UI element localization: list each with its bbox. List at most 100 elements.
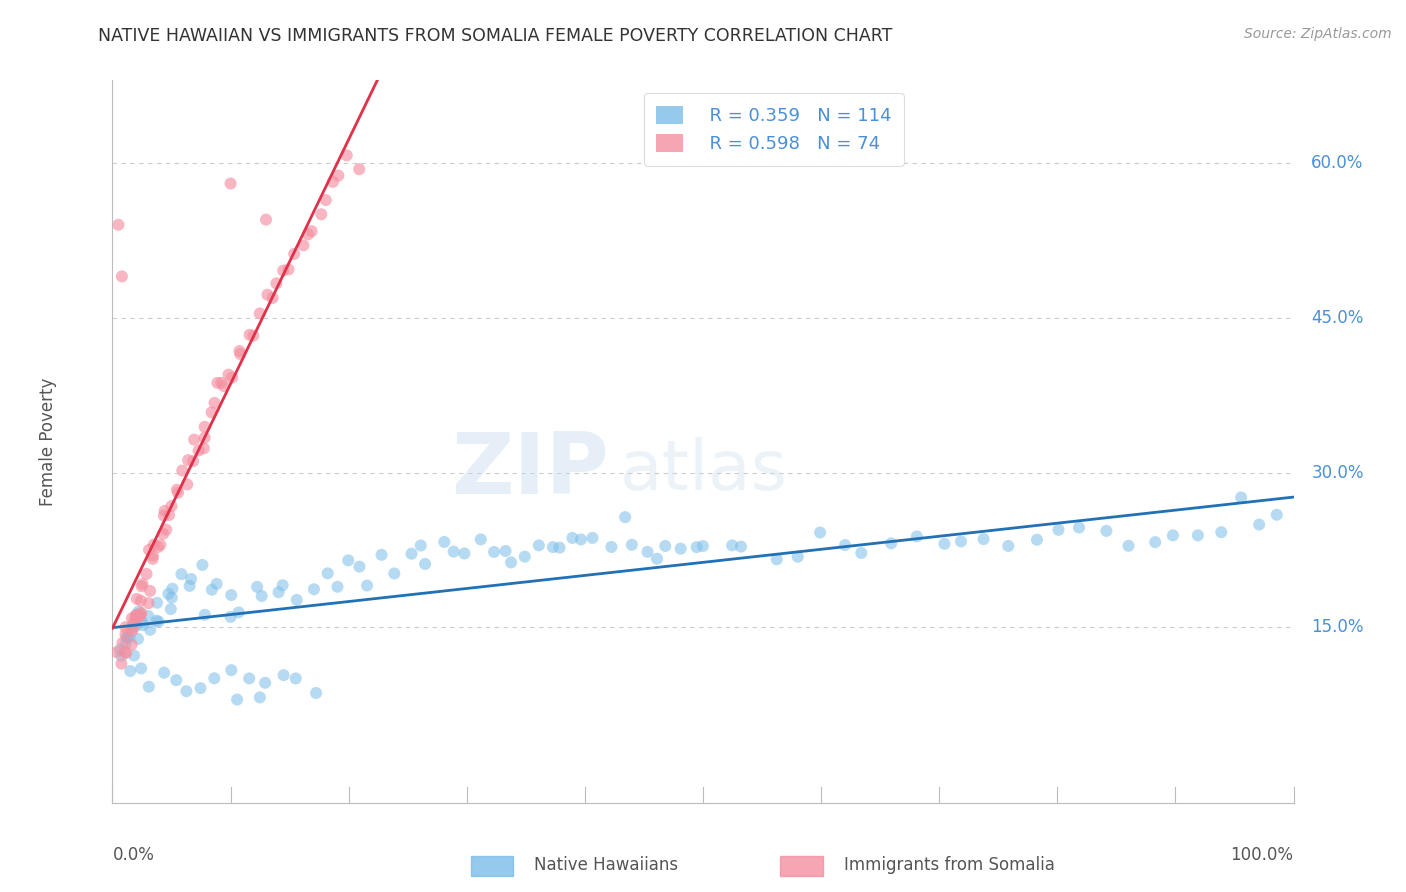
Point	[115, 631, 138, 645]
Point	[153, 508, 176, 523]
Point	[239, 327, 262, 342]
Point	[125, 608, 148, 623]
Point	[218, 368, 240, 382]
Point	[1230, 491, 1253, 505]
Point	[194, 607, 217, 622]
Point	[685, 540, 707, 554]
Point	[138, 543, 160, 558]
Point	[527, 538, 550, 552]
Point	[176, 684, 198, 698]
Point	[226, 692, 249, 706]
Point	[129, 593, 152, 607]
Point	[246, 580, 269, 594]
Point	[808, 525, 831, 540]
Point	[219, 610, 242, 624]
Point	[201, 582, 224, 597]
Legend:   R = 0.359   N = 114,   R = 0.598   N = 74: R = 0.359 N = 114, R = 0.598 N = 74	[644, 93, 904, 166]
Point	[273, 668, 295, 682]
Point	[138, 596, 160, 610]
Point	[765, 552, 787, 566]
Point	[569, 533, 592, 547]
Point	[121, 611, 143, 625]
Point	[228, 606, 250, 620]
Point	[905, 529, 928, 543]
Point	[146, 540, 169, 554]
Point	[370, 548, 392, 562]
Point	[139, 583, 162, 598]
Point	[254, 676, 277, 690]
Text: 30.0%: 30.0%	[1312, 464, 1364, 482]
Point	[172, 463, 194, 477]
Point	[115, 646, 138, 660]
Point	[229, 347, 252, 361]
Point	[221, 663, 243, 677]
Point	[249, 690, 271, 705]
Point	[453, 546, 475, 560]
Point	[347, 162, 370, 177]
Point	[155, 523, 177, 537]
Point	[194, 431, 217, 445]
Point	[128, 604, 150, 618]
Point	[322, 175, 344, 189]
Point	[125, 610, 148, 624]
Point	[128, 609, 150, 624]
Point	[127, 632, 149, 646]
Point	[949, 534, 972, 549]
Point	[121, 638, 143, 652]
Point	[413, 557, 436, 571]
Point	[482, 545, 505, 559]
Point	[433, 535, 456, 549]
Text: 100.0%: 100.0%	[1230, 847, 1294, 864]
Point	[271, 578, 294, 592]
Point	[191, 558, 214, 572]
Point	[614, 510, 637, 524]
Point	[219, 177, 242, 191]
Point	[107, 218, 129, 232]
Point	[114, 637, 136, 651]
Point	[326, 580, 349, 594]
Point	[600, 540, 623, 554]
Point	[1265, 508, 1288, 522]
Point	[129, 607, 152, 622]
Point	[121, 619, 143, 633]
Point	[561, 531, 583, 545]
Text: 0.0%: 0.0%	[112, 847, 155, 864]
Point	[120, 664, 142, 678]
Text: ZIP: ZIP	[451, 429, 609, 512]
Point	[1249, 517, 1271, 532]
Point	[114, 620, 136, 634]
Point	[105, 645, 128, 659]
Point	[242, 328, 264, 343]
Point	[221, 370, 243, 384]
Point	[122, 621, 145, 635]
Text: Source: ZipAtlas.com: Source: ZipAtlas.com	[1244, 27, 1392, 41]
Point	[125, 607, 148, 622]
Point	[581, 531, 603, 545]
Point	[305, 686, 328, 700]
Point	[382, 566, 405, 581]
Point	[179, 579, 201, 593]
Point	[409, 539, 432, 553]
Point	[271, 263, 294, 277]
Point	[181, 454, 204, 468]
Point	[620, 538, 643, 552]
Point	[284, 672, 307, 686]
Point	[285, 593, 308, 607]
Point	[669, 541, 692, 556]
Point	[115, 630, 138, 644]
Point	[138, 680, 160, 694]
Point	[721, 538, 744, 552]
Point	[153, 665, 176, 680]
Point	[786, 549, 808, 564]
Point	[139, 623, 162, 637]
Point	[114, 645, 136, 659]
Point	[637, 545, 659, 559]
Point	[1144, 535, 1167, 549]
Text: Immigrants from Somalia: Immigrants from Somalia	[844, 856, 1054, 874]
Point	[262, 291, 284, 305]
Point	[1187, 528, 1209, 542]
Point	[142, 538, 165, 552]
Point	[302, 582, 325, 597]
Point	[277, 262, 299, 277]
Text: Female Poverty: Female Poverty	[38, 377, 56, 506]
